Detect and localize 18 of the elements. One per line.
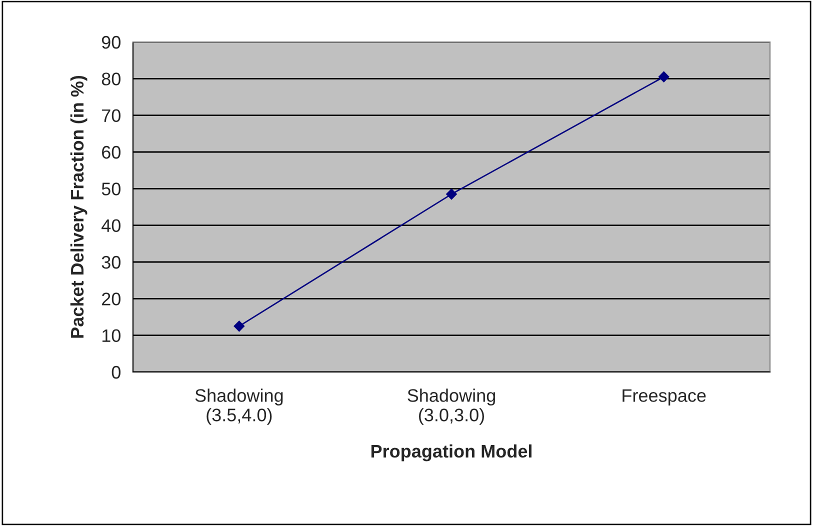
y-tick-label: 60 — [102, 146, 120, 159]
y-tick-label: 30 — [102, 256, 120, 269]
point — [234, 320, 245, 332]
x-axis-title: Propagation Model — [371, 444, 532, 462]
y-axis-title: Packet Delivery Fraction (in %) — [70, 76, 88, 338]
y-tick-label: 80 — [102, 72, 120, 86]
x-tick-label: Shadowing (3.5,4.0) — [195, 388, 283, 425]
x-tick-label: Shadowing (3.0,3.0) — [408, 388, 496, 425]
y-tick-label: 20 — [102, 292, 120, 306]
y-tick-label: 10 — [102, 329, 120, 342]
y-tick-label: 70 — [102, 109, 120, 122]
point — [658, 71, 670, 82]
x-tick-label: Freespace — [622, 389, 706, 406]
y-tick-label: 50 — [102, 182, 120, 196]
point — [446, 188, 457, 200]
y-tick-label: 0 — [112, 366, 120, 379]
y-tick-label: 90 — [102, 36, 120, 49]
y-tick-label: 40 — [102, 219, 120, 232]
